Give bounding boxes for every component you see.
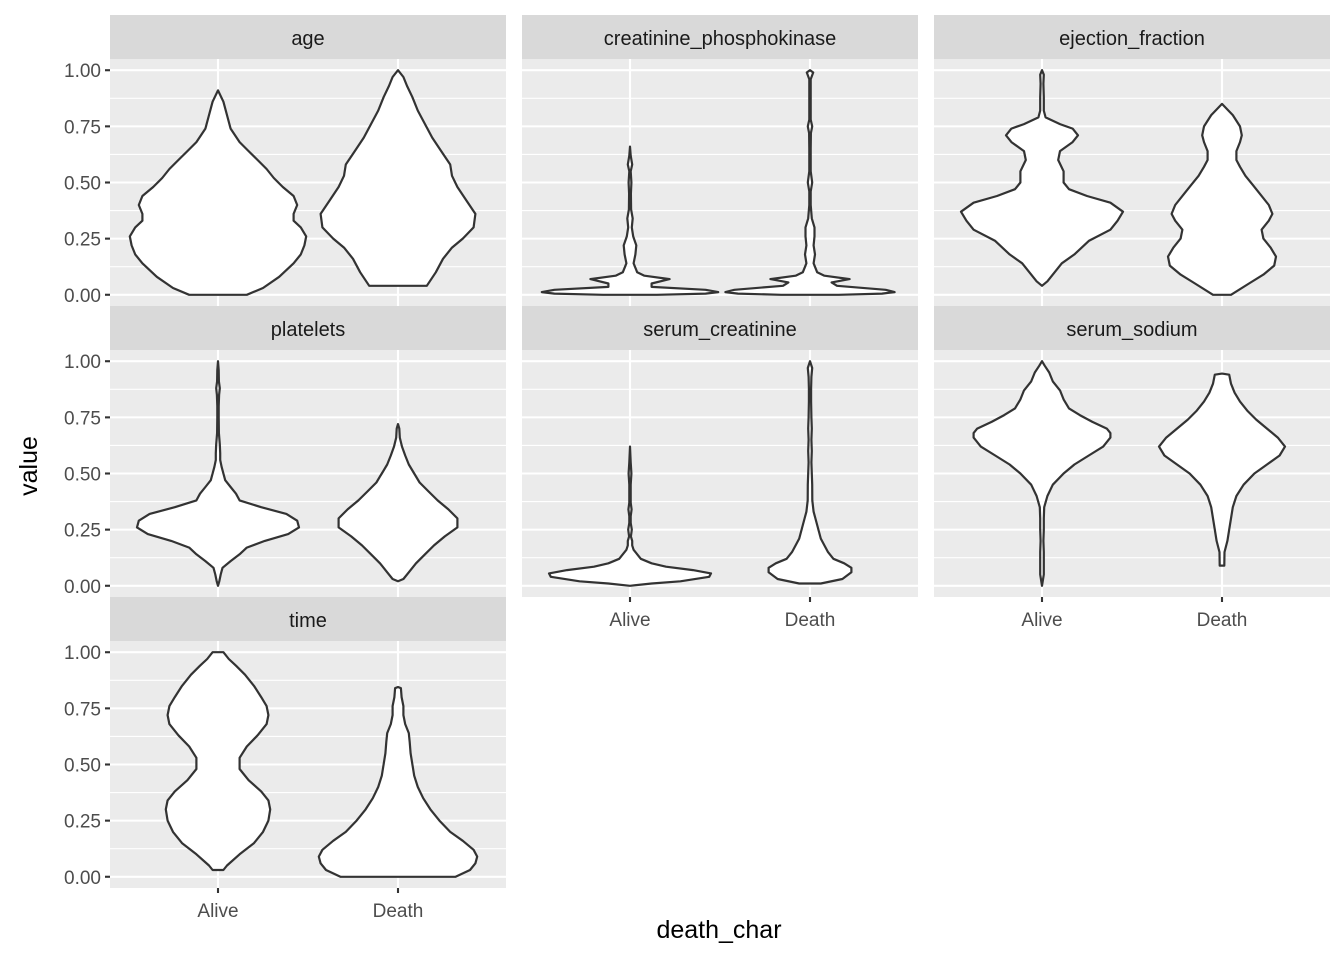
facet-panel-ejection_fraction: ejection_fraction bbox=[934, 15, 1330, 306]
y-tick-label: 0.00 bbox=[64, 868, 101, 889]
y-tick-label: 0.25 bbox=[64, 521, 101, 542]
x-tick-label: Death bbox=[785, 610, 836, 631]
facet-strip bbox=[934, 15, 1330, 59]
violin-serum_sodium-alive bbox=[972, 360, 1112, 587]
facet-strip bbox=[522, 306, 918, 350]
facet-panel-serum_sodium: serum_sodium Alive Death bbox=[934, 306, 1330, 631]
facet-strip bbox=[110, 597, 506, 641]
x-tick-label: Alive bbox=[1021, 610, 1062, 631]
y-tick-label: 0.00 bbox=[64, 286, 101, 307]
facet-strip bbox=[934, 306, 1330, 350]
facet-strip-label: serum_sodium bbox=[1066, 319, 1197, 341]
facet-strip-label: serum_creatinine bbox=[643, 319, 796, 341]
facet-strip-label: creatinine_phosphokinase bbox=[604, 28, 836, 50]
violin-time-death bbox=[317, 685, 479, 878]
violin-age-death bbox=[319, 69, 477, 287]
facet-strip bbox=[110, 15, 506, 59]
x-tick-label: Alive bbox=[197, 901, 238, 922]
y-tick-label: 1.00 bbox=[64, 352, 101, 373]
y-tick-label: 0.75 bbox=[64, 408, 101, 429]
violin-platelets-alive bbox=[135, 360, 301, 587]
violin-serum_creatinine-death bbox=[767, 360, 853, 585]
x-axis-title: death_char bbox=[656, 916, 781, 944]
y-tick-label: 0.50 bbox=[64, 756, 101, 777]
facet-panel-time: time 0.00 0.25 0.50 0.75 1.00 Alive Death bbox=[64, 597, 506, 922]
facet-panel-creatinine_phosphokinase: creatinine_phosphokinase bbox=[522, 15, 918, 306]
facet-panel-platelets: platelets 0.00 0.25 0.50 0.75 1.00 bbox=[64, 306, 506, 598]
y-tick-label: 1.00 bbox=[64, 643, 101, 664]
facet-strip bbox=[110, 306, 506, 350]
violin-age-alive bbox=[128, 89, 308, 296]
y-tick-label: 0.00 bbox=[64, 577, 101, 598]
violin-ejection_fraction-death bbox=[1166, 102, 1278, 296]
facet-strip-label: age bbox=[291, 28, 324, 50]
facet-strip-label: time bbox=[289, 610, 327, 632]
y-tick-label: 1.00 bbox=[64, 61, 101, 82]
y-tick-label: 0.75 bbox=[64, 117, 101, 138]
violin-platelets-death bbox=[337, 423, 459, 583]
y-tick-label: 0.50 bbox=[64, 465, 101, 486]
facet-strip-label: ejection_fraction bbox=[1059, 28, 1205, 50]
y-tick-label: 0.50 bbox=[64, 174, 101, 195]
facet-strip bbox=[522, 15, 918, 59]
y-tick-label: 0.25 bbox=[64, 230, 101, 251]
facet-panel-age: age 0.00 0.25 0.50 0.75 1.00 bbox=[64, 15, 506, 307]
x-tick-label: Death bbox=[1197, 610, 1248, 631]
facet-strip-label: platelets bbox=[271, 319, 346, 341]
violin-creatinine_phosphokinase-death bbox=[724, 69, 896, 296]
violin-creatinine_phosphokinase-alive bbox=[540, 145, 720, 296]
y-tick-label: 0.75 bbox=[64, 699, 101, 720]
violin-serum_creatinine-alive bbox=[547, 445, 713, 587]
y-tick-label: 0.25 bbox=[64, 812, 101, 833]
violin-serum_sodium-death bbox=[1157, 372, 1287, 567]
facet-panel-serum_creatinine: serum_creatinine Alive Death bbox=[522, 306, 918, 631]
x-tick-label: Death bbox=[373, 901, 424, 922]
violin-time-alive bbox=[164, 651, 272, 872]
violin-ejection_fraction-alive bbox=[959, 69, 1125, 287]
facet-panels: age 0.00 0.25 0.50 0.75 1.00 creatinine_phosph… bbox=[64, 15, 1330, 922]
x-tick-label: Alive bbox=[609, 610, 650, 631]
y-axis-title: value bbox=[15, 436, 43, 496]
